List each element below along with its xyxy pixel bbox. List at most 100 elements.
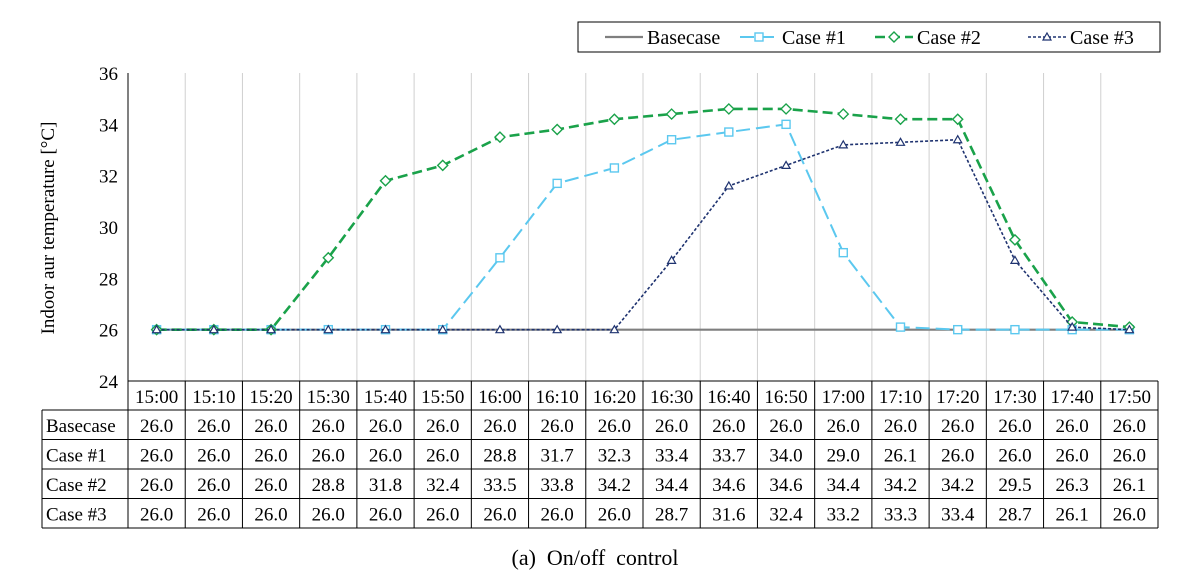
y-axis-title: Indoor aur temperature [°C] [38,122,59,335]
legend-item: Basecase [605,27,720,49]
table-cell: 26.0 [998,446,1031,467]
table-cell: 33.7 [712,446,745,467]
data-point [781,119,791,130]
table-cell: 34.6 [769,475,802,496]
table-cell: 31.6 [712,505,745,526]
series-line [156,138,1130,331]
table-cell: 34.2 [598,475,631,496]
table-cell: 26.0 [197,475,230,496]
data-point [1008,233,1021,246]
table-cell: 34.2 [941,475,974,496]
table-cell: 26.0 [140,416,173,437]
table-cell: 31.8 [369,475,402,496]
table-cell: 34.4 [827,475,861,496]
figure-caption: (a) On/off control [512,545,679,570]
data-point [754,32,764,42]
data-point [838,247,848,258]
x-tick-label: 15:30 [307,387,350,408]
table-cell: 26.0 [769,416,802,437]
table-cell: 26.3 [1056,475,1089,496]
table-cell: 29.5 [998,475,1031,496]
table-cell: 26.0 [197,446,230,467]
table-cell: 26.0 [312,446,345,467]
x-tick-label: 15:40 [364,387,407,408]
table-cell: 26.0 [655,416,688,437]
table-cell: 26.0 [312,416,345,437]
table-cell: 26.0 [598,505,631,526]
x-tick-label: 16:50 [764,387,807,408]
table-cell: 26.0 [1056,446,1089,467]
table-cell: 26.0 [426,416,459,437]
data-point [379,174,392,187]
data-point [151,324,162,334]
data-point [1009,255,1020,264]
table-cell: 28.7 [655,505,688,526]
x-tick-label: 15:10 [192,387,235,408]
x-tick-label: 17:40 [1051,387,1094,408]
table-cell: 26.0 [941,446,974,467]
x-tick-label: 16:10 [536,387,579,408]
data-point [837,108,850,121]
data-point [208,324,219,334]
data-point [894,113,907,126]
legend-item: Case #1 [740,27,846,49]
table-cell: 26.1 [1056,505,1089,526]
table-cell: 26.0 [369,446,402,467]
data-point [952,134,963,144]
table-cell: 28.7 [998,505,1031,526]
data-point [551,123,564,136]
data-point [895,137,906,146]
data-point [1010,324,1020,335]
legend-box [577,21,1161,53]
data-point [1041,31,1053,41]
table-cell: 28.8 [312,475,345,496]
data-point [552,178,562,189]
table-cell: 33.4 [941,505,975,526]
vertical-gridlines [184,73,1102,410]
table-cell: 33.3 [884,505,917,526]
data-point [323,324,334,334]
legend-item: Case #2 [875,27,981,49]
table-cell: 26.0 [541,505,574,526]
data-point [723,180,734,190]
data-point [665,108,678,121]
table-cell: 33.2 [827,505,860,526]
table-cell: 26.1 [884,446,917,467]
table-cell: 32.4 [769,505,803,526]
table-cell: 34.4 [655,475,689,496]
table-cell: 26.0 [941,416,974,437]
x-tick-label: 17:50 [1108,387,1151,408]
data-point [436,159,449,172]
data-point [322,251,335,264]
legend: Basecase Case #1 Case #2 Case #3 [577,21,1161,53]
data-point [495,253,505,263]
table-cell: 26.0 [254,416,287,437]
table-cell: 26.0 [998,416,1031,437]
table-cell: 26.0 [598,416,631,437]
table-cell: 26.0 [541,416,574,437]
data-table: 15:00 15:10 15:20 15:30 15:40 15:50 16:00 16:10… [41,380,1159,529]
x-tick-label: 17:00 [822,387,865,408]
legend-label: Basecase [647,27,720,49]
y-tick-label: 26 [99,321,118,342]
table-cell: 32.4 [426,475,460,496]
data-point [609,163,620,173]
y-tick-label: 34 [99,115,119,136]
table-cell: 32.3 [598,446,631,467]
legend-label: Case #3 [1070,27,1134,49]
table-row-header: Case #3 [46,505,107,526]
table-cell: 26.0 [140,505,173,526]
data-point [494,324,505,334]
data-point [953,324,963,335]
x-tick-label: 17:30 [993,387,1036,408]
data-point [609,324,620,334]
data-point [666,255,677,264]
data-point [437,324,448,334]
table-cell: 26.0 [140,446,173,467]
table-cell: 33.5 [483,475,516,496]
table-cell: 26.0 [884,416,917,437]
data-point [380,324,391,334]
data-point [1067,321,1078,331]
table-cell: 26.0 [254,505,287,526]
